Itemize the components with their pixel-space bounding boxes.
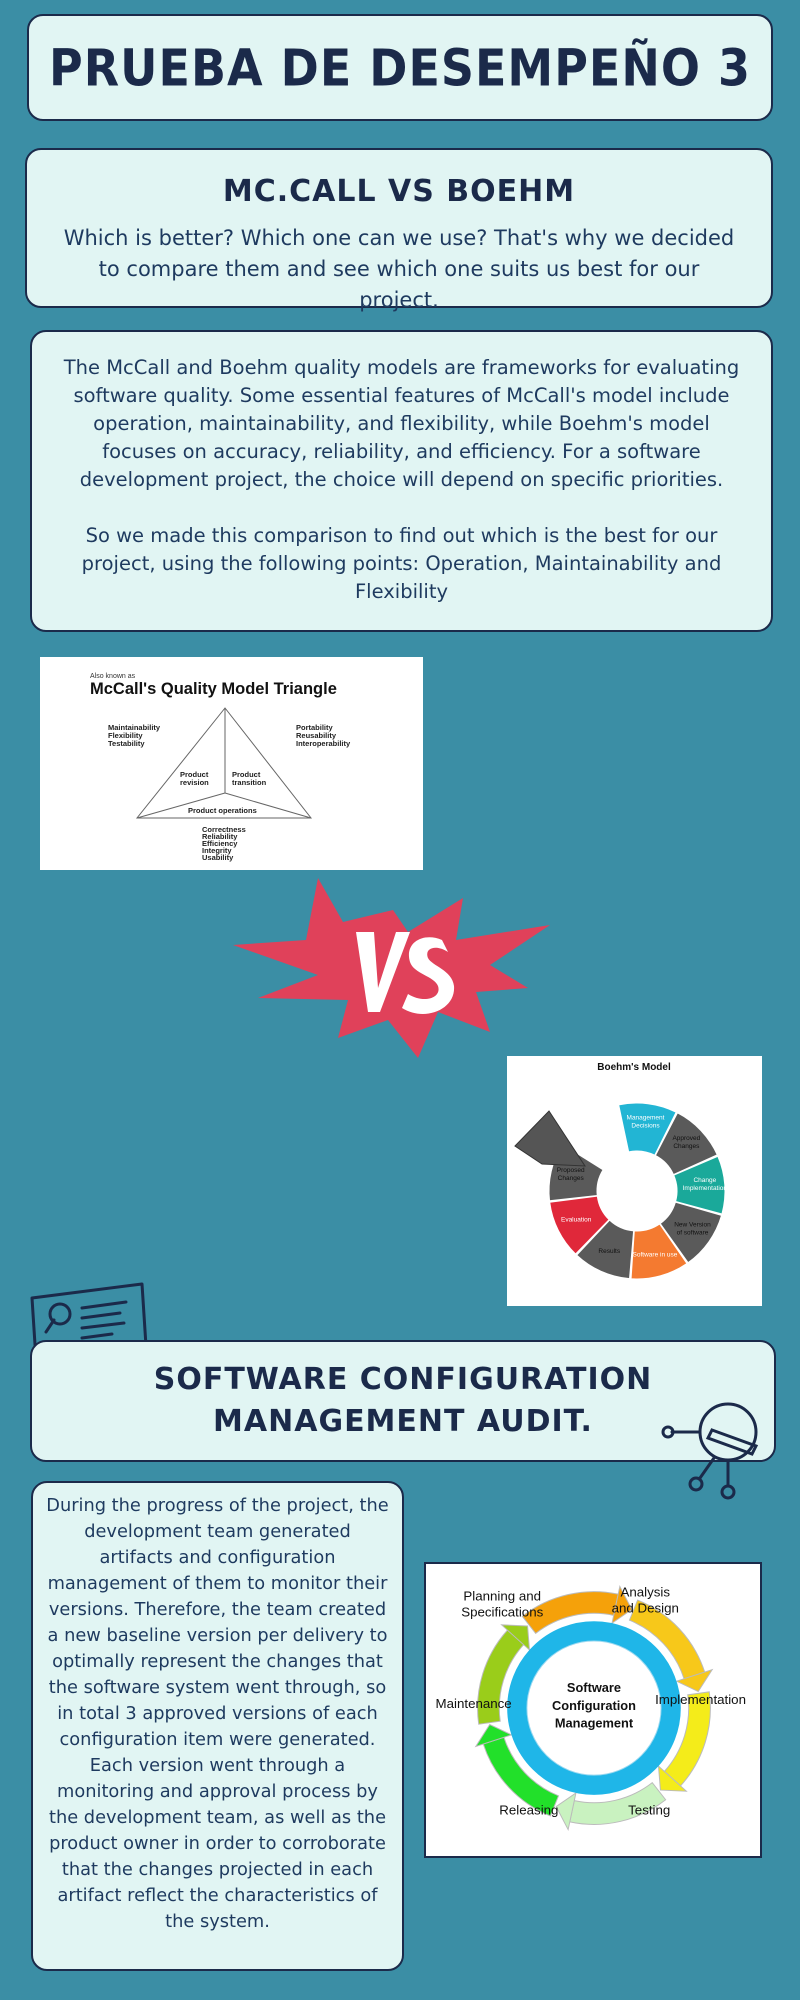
title-card: PRUEBA DE DESEMPEÑO 3 <box>27 14 773 121</box>
boehm-segment <box>673 1155 726 1215</box>
vs-label: VS <box>228 870 230 871</box>
mccall-triangle-image: Also known as McCall's Quality Model Tri… <box>40 657 423 870</box>
scm-center-line-3: Management <box>555 1716 634 1731</box>
scm-stage-arrow-head <box>657 1764 688 1792</box>
boehm-segment-label: Proposed <box>557 1167 585 1174</box>
scm-heading-card: SOFTWARE CONFIGURATION MANAGEMENT AUDIT. <box>30 1340 776 1462</box>
intro-text: Which is better? Which one can we use? T… <box>63 226 735 312</box>
mccall-left-1: Maintainability <box>108 723 161 732</box>
mccall-revision-1: Product <box>180 770 209 779</box>
intro-heading: MC.CALL VS BOEHM <box>222 174 576 209</box>
mccall-transition-1: Product <box>232 770 261 779</box>
boehm-segment-label: Decisions <box>631 1123 660 1130</box>
mccall-title: McCall's Quality Model Triangle <box>90 680 337 698</box>
scm-cycle-diagram: Software Configuration Management Planni… <box>424 1562 762 1858</box>
scm-stage-arrow-head <box>611 1584 633 1625</box>
scm-stage-arrow-head <box>474 1723 513 1748</box>
boehm-segment <box>654 1112 718 1176</box>
mccall-split-right <box>224 792 312 819</box>
boehm-segment-label: New Version <box>674 1221 711 1228</box>
mccall-left-3: Testability <box>108 739 145 748</box>
mccall-right-2: Reusability <box>296 731 337 740</box>
scm-center-inner <box>526 1640 662 1776</box>
scm-center-line-1: Software <box>567 1680 621 1695</box>
vs-letter-v <box>356 932 410 1012</box>
page-title: PRUEBA DE DESEMPEÑO 3 <box>49 37 751 98</box>
boehm-segment <box>659 1201 723 1264</box>
mccall-left-2: Flexibility <box>108 731 143 740</box>
scm-center-line-2: Configuration <box>552 1698 636 1713</box>
boehm-segment-label: Software in use <box>633 1252 678 1259</box>
boehm-segment <box>575 1219 635 1280</box>
scm-stage-arrow-head <box>675 1668 714 1693</box>
boehm-segment-label: Changes <box>673 1143 700 1150</box>
mccall-aka: Also known as <box>90 673 136 680</box>
mccall-operations: Product operations <box>188 806 257 815</box>
scm-stage-analysis-1: Analysis <box>621 1585 671 1600</box>
boehm-arrow-head <box>514 1110 586 1167</box>
boehm-segment <box>549 1195 610 1255</box>
mccall-right-3: Interoperability <box>296 739 351 748</box>
scm-stage-implementation: Implementation <box>655 1692 746 1707</box>
mccall-revision-2: revision <box>180 778 209 787</box>
intro-card: MC.CALL VS BOEHM Which is better? Which … <box>25 148 773 312</box>
boehm-segment-label: Change <box>693 1177 716 1184</box>
description-paragraph-1: The McCall and Boehm quality models are … <box>63 356 740 491</box>
scm-center-ring <box>507 1621 681 1795</box>
scm-stage-maintenance: Maintenance <box>436 1696 512 1711</box>
scm-stage-planning-1: Planning and <box>463 1589 541 1604</box>
description-card: The McCall and Boehm quality models are … <box>30 330 773 632</box>
mccall-right-1: Portability <box>296 723 334 732</box>
scm-stage-arrow-head <box>555 1791 577 1832</box>
mccall-bottom-3: Efficiency <box>202 839 238 848</box>
boehm-title: Boehm's Model <box>597 1062 671 1073</box>
boehm-segment-label: Implementation <box>683 1185 728 1192</box>
boehm-segment <box>630 1223 688 1280</box>
boehm-segment-label: Approved <box>672 1135 700 1142</box>
scm-stage-planning-2: Specifications <box>461 1604 543 1619</box>
scm-stage-releasing: Releasing <box>499 1803 558 1818</box>
vs-burst-graphic: VS <box>228 870 550 1058</box>
mccall-split-left <box>136 792 226 819</box>
scm-arrows <box>474 1584 714 1832</box>
mccall-triangle <box>135 707 313 819</box>
boehm-segment-label: of software <box>677 1229 709 1236</box>
boehm-segment-label: Management <box>627 1115 665 1122</box>
boehm-segment-label: Changes <box>558 1175 585 1182</box>
mccall-transition-2: transition <box>232 778 267 787</box>
mccall-bottom-1: Correctness <box>202 825 246 834</box>
mccall-bottom-5: Usability <box>202 853 234 862</box>
boehm-segment <box>618 1102 677 1156</box>
scm-heading: SOFTWARE CONFIGURATION MANAGEMENT AUDIT. <box>153 1362 653 1439</box>
boehm-segment-label: Evaluation <box>561 1216 592 1223</box>
mccall-bottom-2: Reliability <box>202 832 238 841</box>
audit-text: During the progress of the project, the … <box>46 1495 389 1932</box>
description-paragraph-2: So we made this comparison to find out w… <box>81 524 722 603</box>
mccall-bottom-4: Integrity <box>202 846 232 855</box>
scm-stage-analysis-2: and Design <box>612 1600 679 1615</box>
boehm-segment-label: Results <box>598 1248 620 1255</box>
scm-stage-arrow-head <box>500 1624 531 1652</box>
vs-letter-s <box>402 937 455 1014</box>
scm-stage-testing: Testing <box>628 1803 670 1818</box>
audit-card: During the progress of the project, the … <box>31 1481 404 1971</box>
wrench-network-icon <box>661 1402 759 1500</box>
